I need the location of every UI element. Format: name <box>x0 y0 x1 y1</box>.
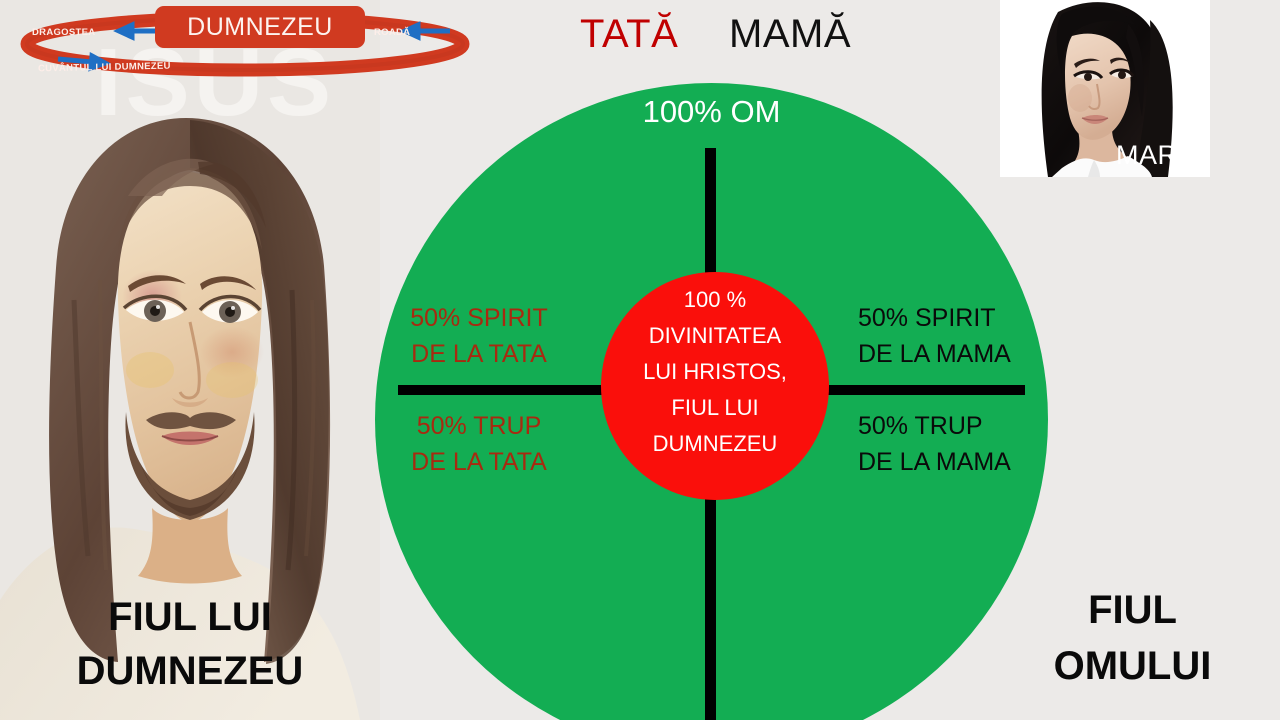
center-line-4: FIUL LUI <box>671 395 759 420</box>
quadrant-bottom-left-line2: DE LA TATA <box>411 448 547 476</box>
dumnezeu-banner-group: DUMNEZEU DRAGOSTEA ROADĂ CUVÂNTUL LUI DU… <box>10 2 480 87</box>
quadrant-top-right-line2: DE LA MAMA <box>858 340 1011 368</box>
maria-photo: MARIA <box>1000 0 1210 177</box>
arrow-roada <box>399 21 450 41</box>
quadrant-bottom-left-line1: 50% TRUP <box>416 412 542 440</box>
jesus-portrait <box>0 0 380 720</box>
label-fiul-lui-dumnezeu-line2: DUMNEZEU <box>76 649 304 693</box>
label-fiul-omului-line2: OMULUI <box>1053 644 1212 688</box>
quadrant-bottom-right-line1: 50% TRUP <box>858 412 983 440</box>
center-line-2: DIVINITATEA <box>648 323 782 348</box>
red-center-circle-text: 100 % DIVINITATEA LUI HRISTOS, FIUL LUI … <box>601 282 829 462</box>
center-line-3: LUI HRISTOS, <box>643 359 787 384</box>
jesus-watercolor-svg <box>0 118 360 720</box>
label-fiul-omului-line1: FIUL <box>1088 588 1177 632</box>
dumnezeu-pill-label: DUMNEZEU <box>187 12 333 41</box>
dumnezeu-pill: DUMNEZEU <box>155 6 365 48</box>
quadrant-bottom-right-line2: DE LA MAMA <box>858 448 1011 476</box>
quadrant-top-left-line1: 50% SPIRIT <box>410 304 548 332</box>
label-tata: TATĂ <box>580 12 679 56</box>
quadrant-top-right-line1: 50% SPIRIT <box>858 304 996 332</box>
maria-portrait-svg <box>1000 0 1210 177</box>
red-center-circle <box>601 272 829 500</box>
label-100-om: 100% OM <box>642 94 781 129</box>
center-line-1: 100 % <box>683 287 747 312</box>
quadrant-top-right: 50% SPIRIT DE LA MAMA <box>858 300 1033 372</box>
quadrant-bottom-right: 50% TRUP DE LA MAMA <box>858 408 1033 480</box>
label-fiul-lui-dumnezeu-line1: FIUL LUI <box>108 595 272 639</box>
quadrant-top-left: 50% SPIRIT DE LA TATA <box>404 300 554 372</box>
label-fiul-omului: FIUL OMULUI <box>1000 582 1265 694</box>
maria-caption: MARIA <box>1115 140 1204 170</box>
center-line-5: DUMNEZEU <box>652 431 778 456</box>
label-mama: MAMĂ <box>729 12 851 56</box>
label-fiul-lui-dumnezeu: FIUL LUI DUMNEZEU <box>20 590 360 698</box>
label-dragostea: DRAGOSTEA <box>32 27 96 38</box>
quadrant-top-left-line2: DE LA TATA <box>411 340 547 368</box>
label-roada: ROADĂ <box>374 27 411 38</box>
arrow-cuvantul <box>57 51 112 72</box>
quadrant-bottom-left: 50% TRUP DE LA TATA <box>404 408 554 480</box>
